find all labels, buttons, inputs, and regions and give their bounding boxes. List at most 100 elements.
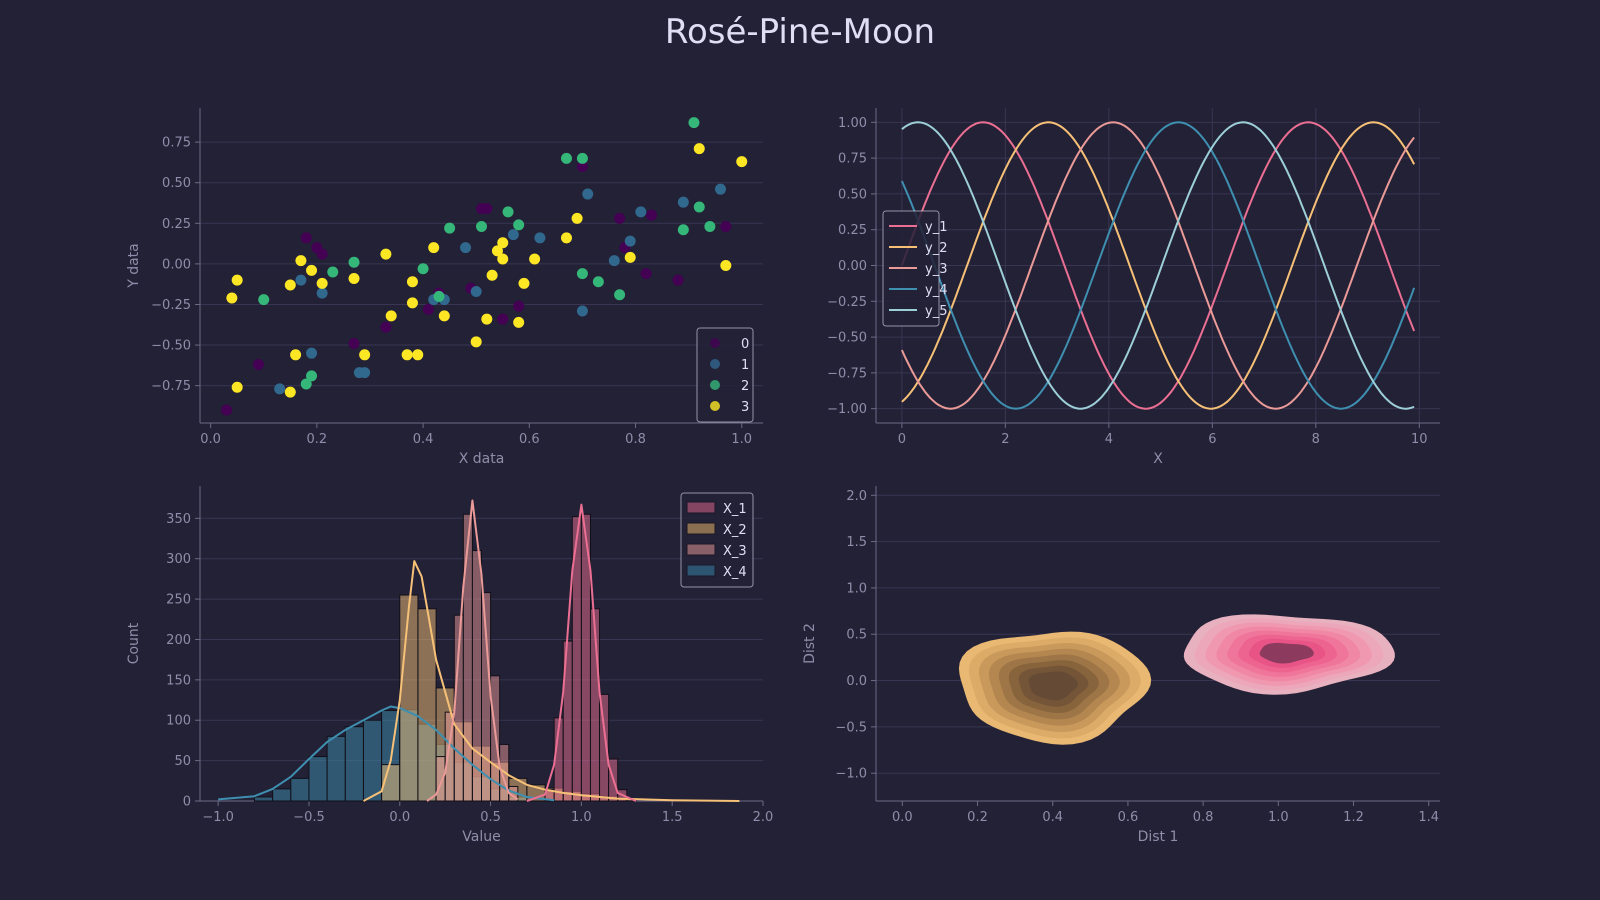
legend-patch bbox=[686, 564, 716, 577]
x-tick-label: 2 bbox=[1001, 432, 1009, 447]
x-axis-label: Dist 1 bbox=[1138, 829, 1179, 845]
scatter-point bbox=[693, 143, 705, 155]
y-tick-label: 1.5 bbox=[846, 535, 867, 550]
kde-line bbox=[426, 499, 519, 802]
legend-box bbox=[680, 492, 754, 588]
scatter-point bbox=[534, 232, 546, 244]
x-tick-label: −0.5 bbox=[293, 810, 325, 825]
y-tick-label: 300 bbox=[166, 552, 191, 567]
scatter-point bbox=[720, 260, 732, 271]
scatter-point bbox=[624, 251, 636, 263]
x-tick-label: 1.0 bbox=[571, 810, 592, 825]
scatter-point bbox=[497, 237, 509, 249]
scatter-point bbox=[720, 221, 732, 233]
y-tick-label: −0.25 bbox=[827, 295, 867, 310]
y-axis-label: Dist 2 bbox=[802, 623, 818, 664]
scatter-point bbox=[560, 152, 572, 164]
legend-marker bbox=[710, 338, 720, 348]
scatter-point bbox=[316, 287, 328, 299]
scatter-point bbox=[401, 349, 413, 361]
legend-marker bbox=[710, 359, 720, 369]
x-axis-label: X bbox=[1153, 451, 1163, 467]
x-tick-label: 8 bbox=[1312, 432, 1320, 447]
legend-label: 3 bbox=[741, 400, 749, 415]
scatter-point bbox=[481, 313, 493, 325]
x-tick-label: 0 bbox=[898, 432, 906, 447]
histogram-bar bbox=[435, 756, 446, 802]
x-tick-label: 0.0 bbox=[389, 810, 410, 825]
x-tick-label: 2.0 bbox=[753, 810, 774, 825]
scatter-point bbox=[614, 212, 626, 224]
x-tick-label: 1.0 bbox=[731, 432, 752, 447]
x-tick-label: 0.2 bbox=[967, 810, 988, 825]
histogram-bar bbox=[599, 693, 610, 802]
x-tick-label: 0.4 bbox=[413, 432, 434, 447]
scatter-point bbox=[677, 224, 689, 236]
y-tick-label: −1.00 bbox=[827, 402, 867, 417]
scatter-point bbox=[635, 206, 647, 218]
kde-contour-level bbox=[1028, 671, 1078, 701]
histogram-bar bbox=[399, 594, 419, 802]
scatter-point bbox=[444, 222, 456, 234]
legend-label: X_3 bbox=[723, 544, 747, 559]
scatter-point bbox=[406, 276, 418, 288]
x-tick-label: 0.6 bbox=[519, 432, 540, 447]
kde-line bbox=[526, 503, 637, 802]
scatter-point bbox=[406, 297, 418, 309]
scatter-point bbox=[422, 303, 434, 315]
scatter-point bbox=[614, 289, 626, 301]
scatter-point bbox=[460, 242, 472, 254]
x-tick-label: 0.2 bbox=[307, 432, 328, 447]
y-tick-label: 0.5 bbox=[846, 628, 867, 643]
x-tick-label: 0.6 bbox=[1118, 810, 1139, 825]
scatter-point bbox=[497, 313, 509, 325]
scatter-point bbox=[231, 274, 243, 286]
scatter-point bbox=[306, 264, 318, 276]
legend-label: y_3 bbox=[925, 262, 947, 277]
scatter-point bbox=[529, 253, 541, 265]
scatter-point bbox=[576, 268, 588, 280]
scatter-point bbox=[640, 268, 652, 280]
scatter-point bbox=[359, 367, 371, 379]
scatter-point bbox=[507, 229, 519, 241]
scatter-point bbox=[470, 336, 482, 348]
y-tick-label: 0.25 bbox=[162, 217, 191, 232]
kde-contour-level bbox=[1259, 642, 1314, 664]
scatter-point bbox=[252, 359, 264, 371]
scatter-point bbox=[486, 269, 498, 281]
y-tick-label: 2.0 bbox=[846, 489, 867, 504]
scatter-point bbox=[672, 274, 684, 286]
y-tick-label: −0.75 bbox=[827, 366, 867, 381]
scatter-point bbox=[470, 285, 482, 297]
x-tick-label: 0.0 bbox=[200, 432, 221, 447]
y-tick-label: 0 bbox=[183, 795, 191, 810]
scatter-point bbox=[576, 305, 588, 317]
scatter-point bbox=[306, 370, 318, 382]
x-tick-label: 6 bbox=[1208, 432, 1216, 447]
scatter-point bbox=[571, 212, 583, 224]
plot-2: 0 2 4 6 8 10 −1.00 −0.75 −0.50 −0.25 0.00 0.25 0.50 0… bbox=[827, 108, 1440, 467]
x-tick-label: 10 bbox=[1411, 432, 1428, 447]
plot-4: 0.0 0.2 0.4 0.6 0.8 1.0 1.2 1.4 −1.0 −0.5 0.0 0.5 1.… bbox=[802, 486, 1440, 845]
legend-patch bbox=[686, 501, 716, 514]
scatter-point bbox=[576, 152, 588, 164]
scatter-point bbox=[513, 300, 525, 312]
scatter-point bbox=[300, 232, 312, 244]
scatter-point bbox=[438, 310, 450, 322]
histogram-bar bbox=[471, 550, 482, 802]
x-tick-label: 1.0 bbox=[1268, 810, 1289, 825]
histogram-bar bbox=[253, 796, 274, 802]
legend-box bbox=[696, 327, 754, 423]
x-tick-label: 0.4 bbox=[1042, 810, 1063, 825]
scatter-point bbox=[582, 188, 594, 200]
x-tick-label: 1.2 bbox=[1343, 810, 1364, 825]
scatter-point bbox=[715, 183, 727, 195]
scatter-point bbox=[704, 221, 716, 233]
scatter-point bbox=[327, 266, 339, 278]
histogram-bar bbox=[272, 788, 292, 802]
scatter-point bbox=[502, 206, 514, 218]
histogram-bar bbox=[417, 608, 437, 802]
plot-1: 0.0 0.2 0.4 0.6 0.8 1.0 −0.75 −0.50 −0.25 0.00 0.2… bbox=[126, 108, 763, 467]
scatter-point bbox=[560, 232, 572, 244]
histogram-bar bbox=[344, 726, 364, 802]
